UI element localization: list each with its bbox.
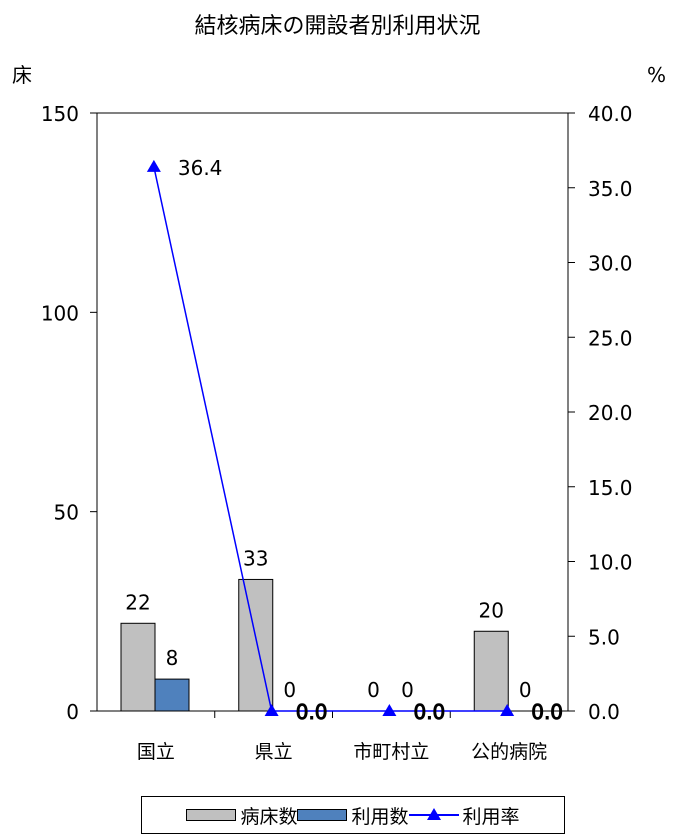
bar	[154, 678, 190, 712]
legend-label-beds: 病床数	[240, 805, 298, 828]
line-data-label: 0.0	[531, 700, 563, 724]
legend-swatch-beds	[186, 809, 237, 821]
bar-data-label: 0	[283, 678, 296, 702]
y-left-tick-label: 50	[54, 501, 79, 525]
line-data-label: 36.4	[178, 156, 223, 180]
bar-data-label: 0	[367, 678, 380, 702]
y-left-tick-label: 150	[41, 102, 79, 126]
chart: 床 % 0 50 100 150 0.0 5.0 10.0 15.0 20.0 25.0 30.0 35.…	[12, 63, 666, 763]
chart-title: 結核病床の開設者別利用状況	[194, 14, 481, 39]
y-left-tick-label: 100	[41, 301, 79, 325]
legend: 病床数 利用数 利用率	[141, 796, 565, 834]
legend-item-used: 利用数	[297, 802, 409, 829]
legend-label-rate: 利用率	[462, 805, 520, 828]
bar-data-label: 8	[166, 646, 179, 670]
y-left-tick-label: 0	[66, 700, 79, 724]
x-tick-label: 国立	[137, 741, 175, 763]
y-right-tick-label: 25.0	[588, 326, 633, 350]
x-tick-label: 公的病院	[471, 741, 547, 763]
bar	[120, 622, 156, 712]
y-left-unit: 床	[12, 63, 32, 87]
y-right-tick-label: 40.0	[588, 102, 633, 126]
y-right-tick-label: 15.0	[588, 476, 633, 500]
rate-point	[146, 159, 161, 172]
y-right-tick-label: 10.0	[588, 551, 633, 575]
bar-data-label: 20	[479, 598, 504, 622]
legend-item-rate: 利用率	[408, 802, 520, 829]
legend-line-rate	[408, 808, 459, 822]
bar-data-label: 22	[125, 590, 150, 614]
rate-point	[500, 704, 515, 716]
y-right-tick-label: 0.0	[588, 700, 620, 724]
bar	[473, 630, 509, 712]
y-right-tick-label: 30.0	[588, 252, 633, 276]
line-data-label: 0.0	[296, 700, 328, 724]
legend-item-beds: 病床数	[186, 802, 297, 829]
rate-point	[382, 704, 397, 716]
y-right-tick-label: 5.0	[588, 625, 620, 649]
y-right-unit: %	[647, 63, 666, 87]
y-right-tick-label: 35.0	[588, 177, 633, 201]
triangle-marker-icon	[426, 808, 441, 820]
legend-swatch-used	[297, 809, 348, 821]
series-line-rate	[153, 166, 508, 712]
line-data-label: 0.0	[413, 700, 445, 724]
x-tick-label: 県立	[255, 741, 293, 763]
y-right-tick-label: 20.0	[588, 401, 633, 425]
legend-label-used: 利用数	[351, 805, 409, 828]
bar-data-label: 0	[401, 678, 414, 702]
rate-point	[264, 704, 279, 716]
bar-data-label: 33	[243, 546, 268, 570]
bar-data-label: 0	[519, 678, 532, 702]
x-tick-label: 市町村立	[353, 741, 429, 763]
